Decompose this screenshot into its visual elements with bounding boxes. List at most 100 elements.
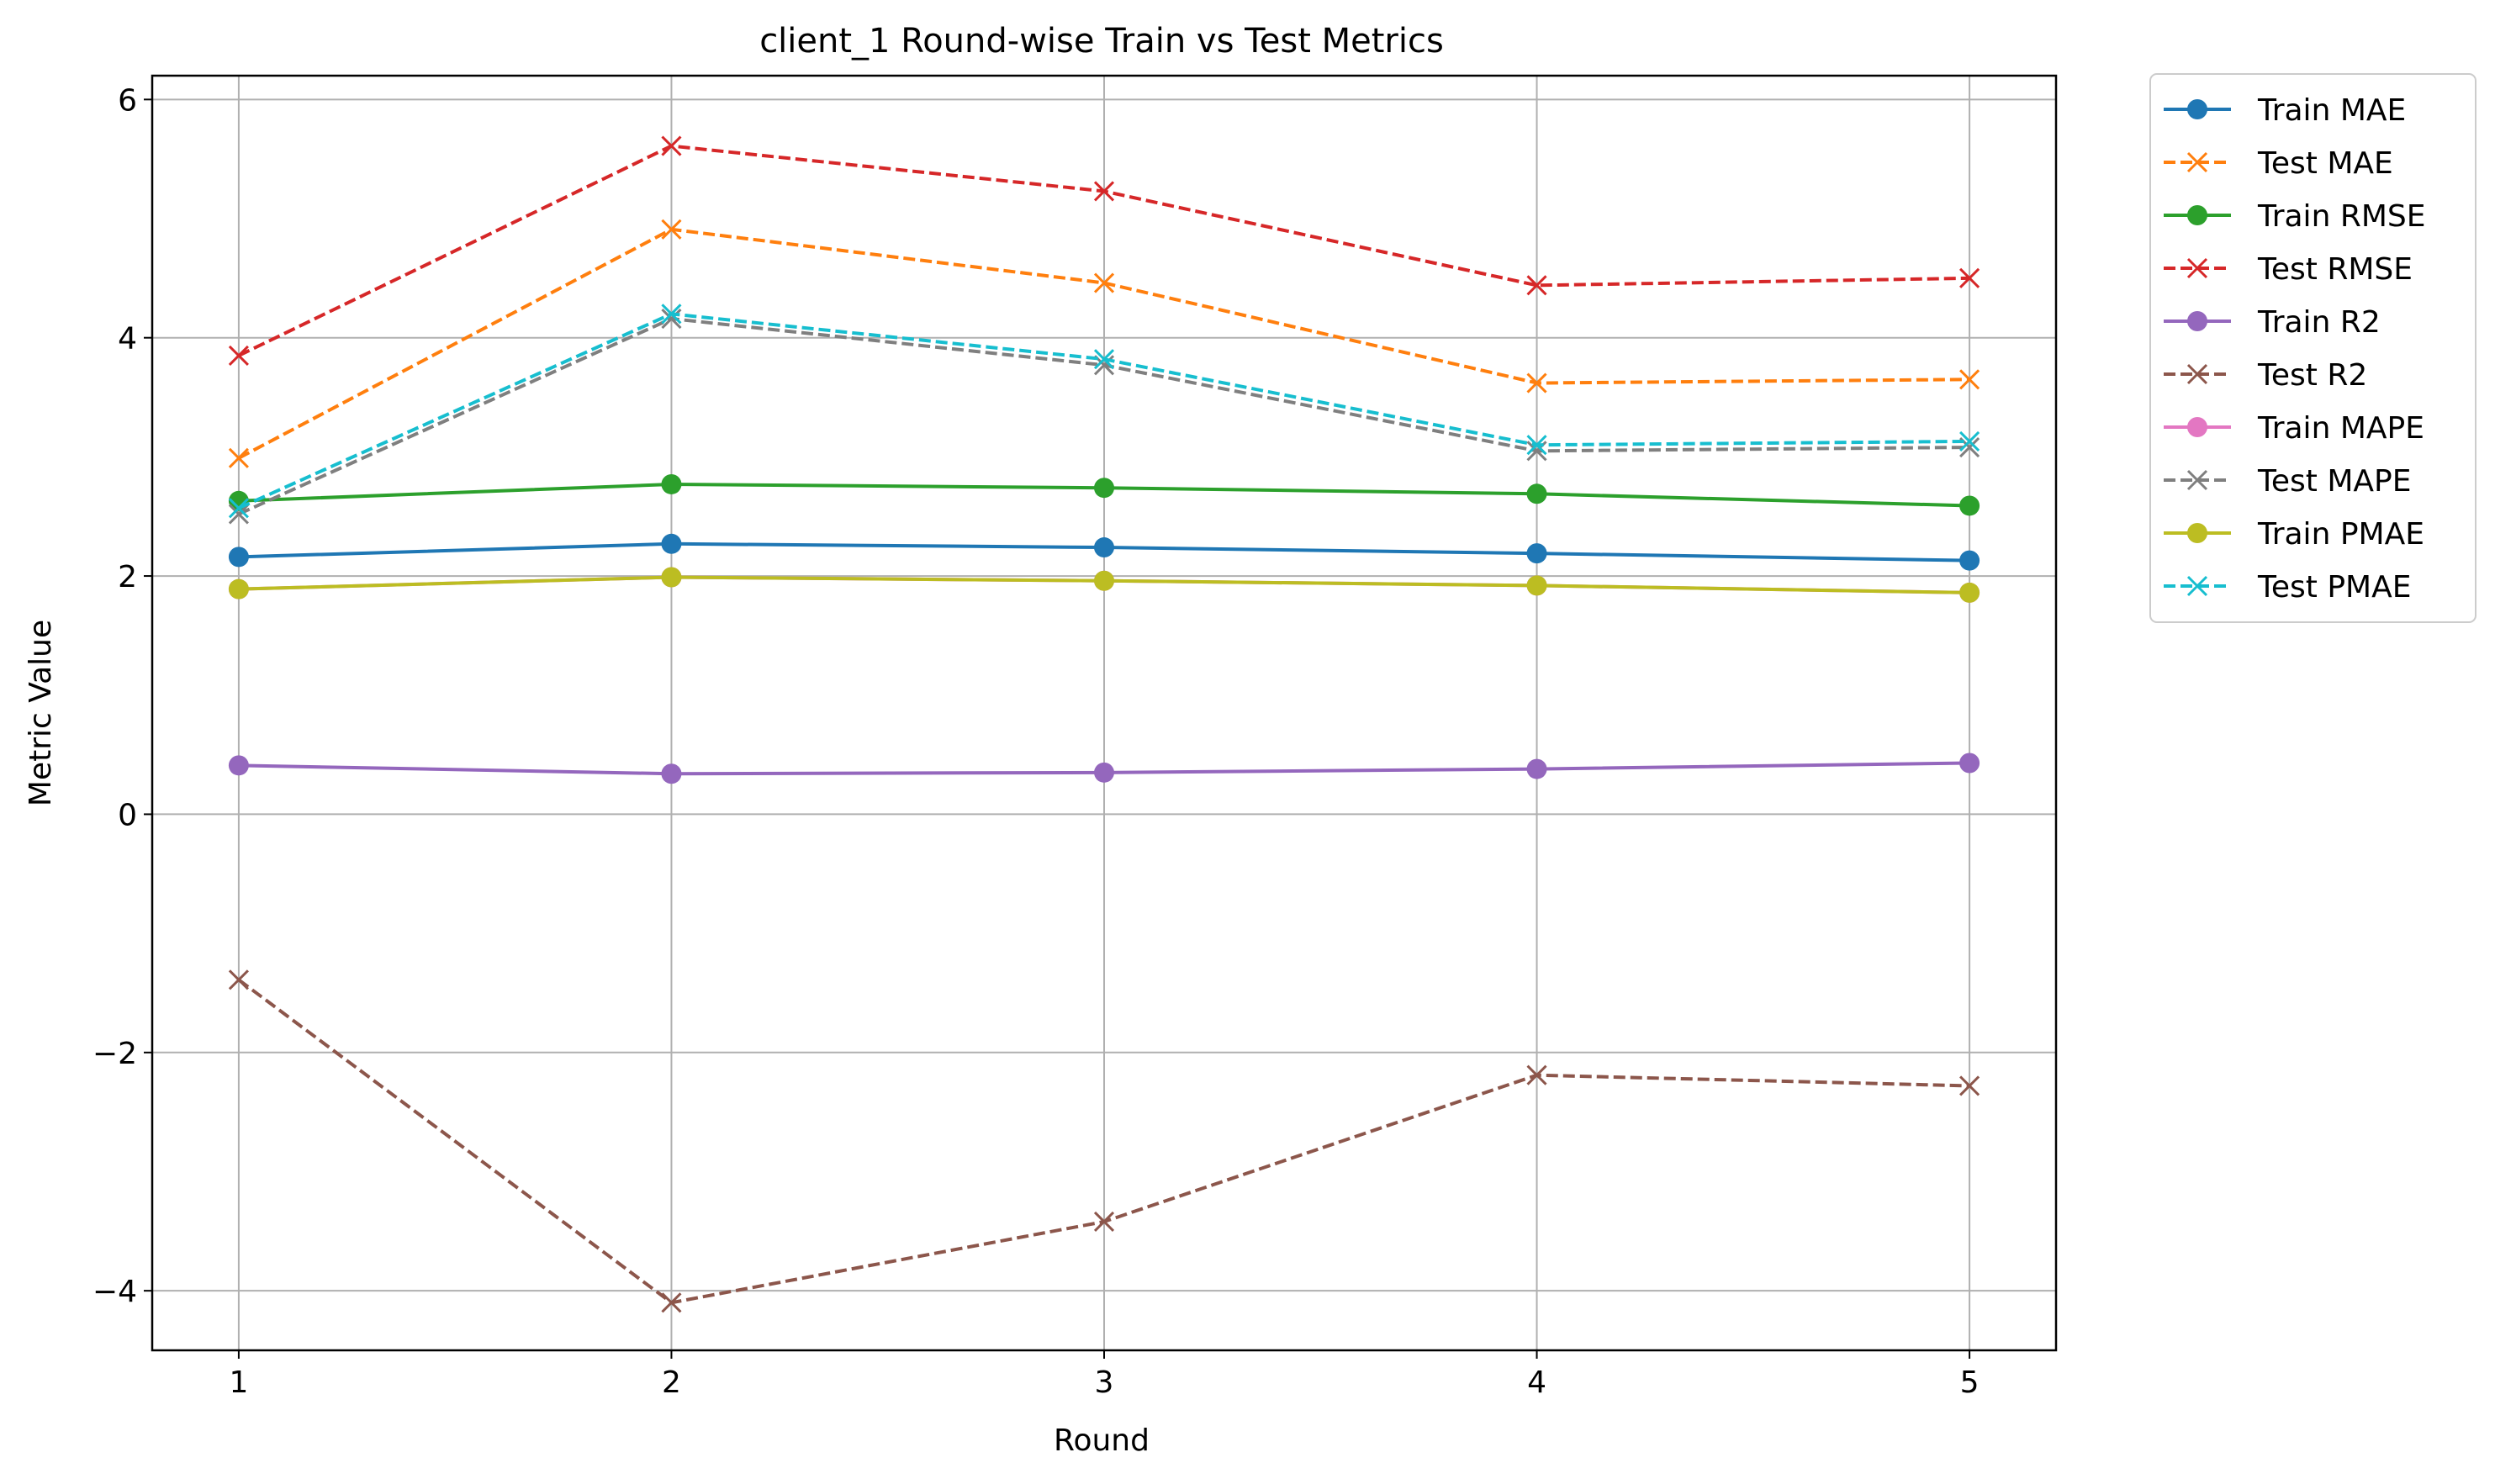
series-test-r2 (228, 969, 1980, 1313)
y-axis: −4 −2 0 2 4 6 (93, 83, 152, 1309)
series-layer (228, 135, 1980, 1313)
legend-marker (2186, 363, 2208, 385)
data-point (1526, 758, 1547, 779)
legend-item-test-pmae: Test PMAE (2164, 570, 2411, 605)
data-point (661, 135, 682, 156)
legend-label: Train RMSE (2257, 199, 2426, 234)
chart-title: client_1 Round-wise Train vs Test Metric… (759, 22, 1444, 61)
legend-marker (2187, 417, 2207, 437)
y-tick-label: 4 (118, 322, 137, 356)
data-point (1526, 1064, 1547, 1085)
data-point (661, 567, 682, 588)
data-point (1526, 435, 1547, 456)
legend-item-test-r2: Test R2 (2164, 358, 2367, 393)
data-point (1959, 1075, 1980, 1096)
y-tick-label: −4 (93, 1275, 137, 1309)
legend-label: Test R2 (2257, 358, 2367, 393)
data-point (1094, 537, 1114, 558)
x-tick-label: 2 (662, 1365, 681, 1400)
data-point (661, 219, 682, 240)
data-point (1526, 483, 1547, 504)
data-point (1093, 272, 1115, 293)
data-point (661, 473, 682, 494)
data-point (228, 755, 249, 776)
series-train-mae (228, 533, 1980, 571)
legend-marker (2187, 311, 2207, 331)
series-train-rmse (228, 473, 1980, 516)
legend-marker (2186, 151, 2208, 173)
data-point (1094, 570, 1114, 591)
data-point (228, 345, 249, 367)
legend-item-test-mape: Test MAPE (2164, 464, 2411, 499)
legend-label: Test RMSE (2257, 252, 2413, 287)
data-point (1093, 349, 1115, 370)
data-point (228, 578, 249, 599)
series-test-pmae (228, 304, 1980, 519)
series-test-rmse (228, 135, 1980, 367)
data-point (228, 498, 249, 519)
data-point (1959, 550, 1980, 571)
legend-label: Test MAPE (2257, 464, 2411, 499)
legend-item-test-mae: Test MAE (2164, 146, 2393, 181)
y-tick-label: 2 (118, 560, 137, 594)
x-axis: 1 2 3 4 5 (229, 1350, 1980, 1400)
data-point (1526, 543, 1547, 564)
y-tick-label: −2 (93, 1037, 137, 1071)
data-point (1094, 762, 1114, 783)
series-test-mae (228, 219, 1980, 468)
data-point (228, 547, 249, 568)
legend-marker (2187, 523, 2207, 543)
x-tick-label: 3 (1095, 1365, 1114, 1400)
data-point (228, 504, 249, 525)
legend-label: Test PMAE (2257, 570, 2411, 605)
y-tick-label: 0 (118, 798, 137, 832)
x-tick-label: 5 (1960, 1365, 1980, 1400)
data-point (1959, 430, 1980, 452)
series-train-pmae (228, 567, 1980, 603)
series-train-r2 (228, 753, 1980, 784)
data-point (661, 763, 682, 784)
data-point (1526, 575, 1547, 596)
data-point (1959, 495, 1980, 516)
legend-marker (2186, 575, 2208, 597)
y-tick-label: 6 (118, 83, 137, 118)
x-tick-label: 1 (229, 1365, 248, 1400)
legend-label: Test MAE (2257, 146, 2393, 181)
data-point (1959, 369, 1980, 390)
legend-item-train-rmse: Train RMSE (2164, 199, 2426, 234)
legend-box (2149, 73, 2476, 623)
data-point (228, 447, 249, 468)
data-point (661, 308, 682, 330)
data-point (1526, 275, 1547, 296)
grid (152, 76, 2056, 1350)
legend-label: Train R2 (2257, 305, 2381, 340)
data-point (1093, 1211, 1115, 1233)
legend-marker (2186, 469, 2208, 491)
legend-label: Train MAPE (2257, 411, 2424, 446)
legend-item-train-pmae: Train PMAE (2164, 517, 2424, 552)
data-point (661, 533, 682, 554)
legend-marker (2187, 205, 2207, 225)
legend-label: Train MAE (2257, 93, 2406, 128)
y-axis-label: Metric Value (24, 620, 58, 806)
data-point (661, 1292, 682, 1313)
data-point (661, 304, 682, 325)
data-point (1094, 478, 1114, 499)
legend-label: Train PMAE (2257, 517, 2424, 552)
legend-item-train-mae: Train MAE (2164, 93, 2406, 128)
legend-marker (2186, 257, 2208, 279)
x-axis-label: Round (1054, 1423, 1150, 1458)
data-point (1959, 582, 1980, 603)
legend-item-train-r2: Train R2 (2164, 305, 2381, 340)
legend-marker (2187, 99, 2207, 119)
legend-item-train-mape: Train MAPE (2164, 411, 2424, 446)
legend: Train MAE Test MAE Train RMSE Test RMSE Trai… (2149, 73, 2476, 623)
x-tick-label: 4 (1527, 1365, 1546, 1400)
legend-item-test-rmse: Test RMSE (2164, 252, 2413, 287)
data-point (1093, 181, 1115, 202)
data-point (1959, 267, 1980, 288)
data-point (1526, 372, 1547, 393)
data-point (228, 969, 249, 990)
data-point (1959, 753, 1980, 774)
